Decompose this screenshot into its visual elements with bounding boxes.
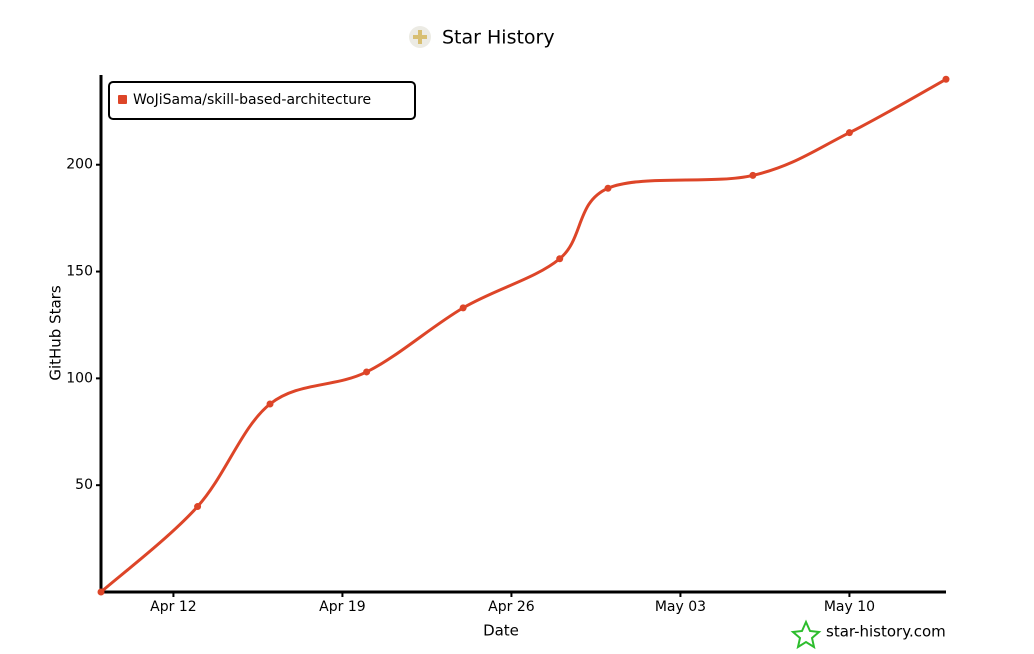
data-point — [845, 129, 853, 137]
y-tick-label: 150 — [66, 264, 93, 280]
data-point — [604, 184, 612, 192]
y-tick-label: 200 — [66, 157, 93, 173]
x-axis-label: Date — [483, 622, 519, 640]
x-tick-label: May 10 — [824, 599, 875, 615]
chart-title: Star History — [442, 27, 555, 49]
y-axis-label: GitHub Stars — [47, 285, 65, 381]
title-icon — [413, 30, 427, 44]
legend-label: WoJiSama/skill-based-architecture — [133, 92, 371, 108]
data-point — [97, 588, 105, 596]
series-line — [99, 77, 948, 594]
y-tick-label: 100 — [66, 370, 93, 386]
watermark-icon — [790, 619, 822, 650]
x-tick-label: Apr 26 — [488, 599, 535, 615]
legend-swatch — [118, 95, 127, 104]
y-tick-label: 50 — [75, 477, 93, 493]
watermark: star-history.com — [826, 623, 946, 641]
x-tick-label: Apr 19 — [319, 599, 365, 615]
data-point — [459, 304, 467, 312]
data-point — [942, 75, 950, 83]
data-point — [194, 503, 202, 511]
data-point — [749, 171, 757, 179]
data-point — [363, 368, 371, 376]
x-tick-label: May 03 — [655, 599, 706, 615]
data-point — [266, 400, 274, 408]
legend-box — [108, 81, 416, 120]
x-tick-label: Apr 12 — [150, 599, 196, 615]
data-point — [556, 255, 564, 263]
